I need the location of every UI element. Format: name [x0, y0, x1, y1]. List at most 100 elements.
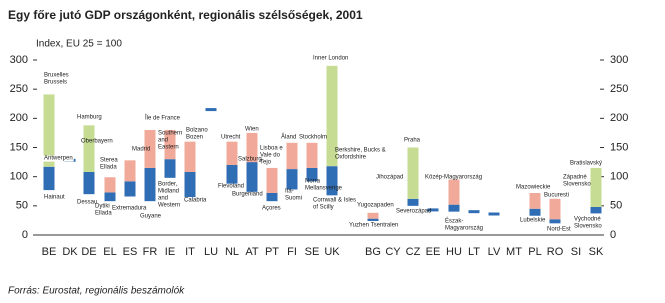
annotation: Magyarország	[445, 226, 483, 232]
high-segment	[124, 160, 136, 182]
annotation: Île de France	[144, 115, 181, 122]
low-segment	[246, 162, 258, 192]
high-segment	[549, 198, 561, 220]
subtitle: Index, EU 25 = 100	[36, 39, 122, 50]
annotation: Közép-Magyarország	[425, 175, 482, 181]
annotation: of Scilly	[313, 205, 334, 211]
annotation: Itä-	[285, 189, 294, 195]
low-segment	[144, 167, 156, 202]
annotation: Calabria	[184, 198, 207, 204]
annotation: Hainaut	[44, 195, 65, 201]
annotation: Oberbayern	[81, 139, 113, 145]
annotation: Flevoland	[218, 184, 244, 190]
x-tick-label: CY	[385, 246, 401, 258]
x-tick-label: SI	[571, 246, 581, 258]
x-tick-label: EL	[103, 246, 116, 258]
annotation: Mazowieckie	[516, 185, 551, 191]
low-segment	[326, 166, 338, 196]
y-tick-label: 150	[10, 141, 28, 153]
annotation: Madrid	[132, 147, 150, 153]
annotation: Észak-	[445, 218, 463, 225]
y-tick-label: 200	[10, 112, 28, 124]
x-tick-label: RO	[547, 246, 564, 258]
x-tick-label: DK	[62, 246, 78, 258]
low-segment	[83, 172, 95, 195]
y2-tick-label: 250	[610, 83, 628, 95]
high-segment	[246, 132, 258, 163]
y2-tick-label: 300	[610, 54, 628, 66]
annotation: Wien	[245, 127, 259, 133]
x-tick-label: BG	[365, 246, 381, 258]
high-segment	[407, 147, 419, 199]
annotation: Tejo	[260, 160, 272, 166]
y2-tick-label: 100	[610, 171, 628, 183]
low-segment	[306, 167, 318, 182]
single-marker	[205, 108, 217, 112]
annotation: Åland	[281, 134, 296, 141]
annotation: Nord-Est	[547, 227, 571, 233]
low-segment	[448, 204, 460, 212]
low-segment	[104, 192, 116, 202]
annotation: Severozápad	[396, 209, 431, 215]
y2-tick-label: 150	[610, 141, 628, 153]
x-tick-label: FR	[143, 246, 158, 258]
x-tick-label: IT	[185, 246, 195, 258]
low-segment	[43, 166, 55, 191]
y-tick-label: 100	[10, 171, 28, 183]
annotation: Norra	[305, 179, 321, 185]
annotation: Suomi	[285, 196, 302, 202]
annotation: Cornwall & Isles	[313, 198, 356, 204]
low-segment	[124, 181, 136, 197]
annotation: Ellada	[95, 211, 112, 217]
annotation: Dytiki	[95, 204, 110, 210]
annotation: Dessau	[77, 200, 97, 206]
annotation: Berkshire, Bucks &	[335, 148, 386, 154]
high-segment	[367, 212, 379, 219]
annotation: Lubelskie	[520, 218, 546, 224]
annotation: and	[158, 196, 168, 202]
annotation: Praha	[404, 138, 421, 144]
high-segment	[306, 142, 318, 168]
annotation: Západné	[563, 175, 587, 181]
annotation: Salzburg	[238, 157, 262, 163]
x-tick-label: ES	[123, 246, 138, 258]
low-segment	[367, 218, 379, 221]
high-segment	[104, 177, 116, 193]
y-tick-label: 300	[10, 54, 28, 66]
x-tick-label: PT	[265, 246, 279, 258]
annotation: Inner London	[313, 56, 348, 62]
x-tick-label: LT	[468, 246, 480, 258]
single-marker	[488, 212, 500, 216]
x-tick-label: UK	[324, 246, 340, 258]
annotation: Southern	[158, 131, 182, 137]
high-segment	[286, 142, 298, 170]
annotation: Vale do	[260, 153, 281, 159]
annotation: Sterea	[100, 158, 118, 164]
annotation: Bozen	[186, 135, 203, 141]
annotation: Yugozapaden	[357, 203, 394, 209]
annotation: Border,	[158, 182, 178, 188]
x-tick-label: LV	[488, 246, 501, 258]
source: Forrás: Eurostat, regionális beszámolók	[8, 286, 185, 297]
x-tick-label: AT	[245, 246, 259, 258]
annotation: Slovensko	[563, 182, 591, 188]
annotation: Bruxelles	[44, 73, 69, 79]
x-tick-label: BE	[42, 246, 57, 258]
high-segment	[326, 65, 338, 167]
low-segment	[407, 198, 419, 206]
annotation: Východné	[574, 217, 601, 223]
single-marker	[427, 208, 439, 212]
y2-tick-label: 0	[610, 229, 616, 241]
x-tick-label: SK	[589, 246, 604, 258]
low-segment	[164, 159, 176, 178]
y2-tick-label: 200	[610, 112, 628, 124]
annotation: Utrecht	[221, 135, 241, 141]
high-segment	[43, 94, 55, 167]
annotation: Bucuresti	[544, 193, 569, 199]
high-segment	[226, 141, 238, 165]
single-marker	[468, 210, 480, 214]
annotation: Stockholm	[299, 135, 327, 141]
high-segment	[266, 167, 278, 193]
annotation: Antwerpen	[44, 156, 73, 162]
annotation: Lisboa e	[260, 146, 283, 152]
